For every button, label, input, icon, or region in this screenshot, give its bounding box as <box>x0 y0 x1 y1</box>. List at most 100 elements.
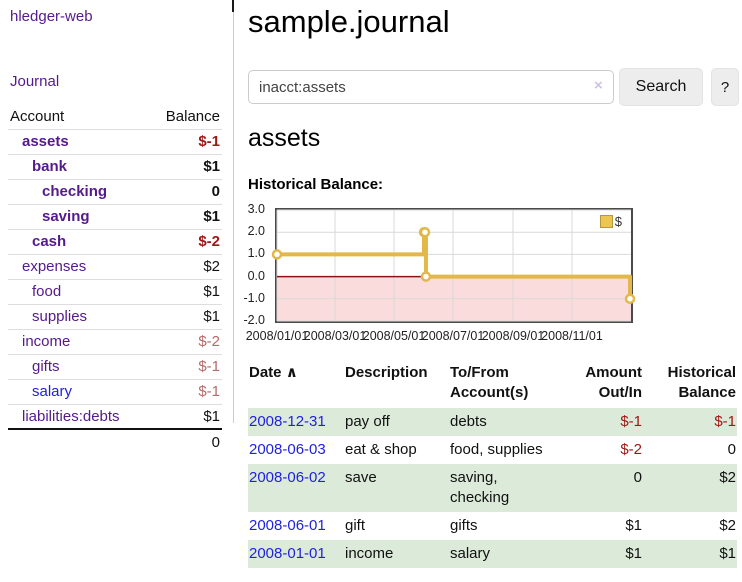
y-axis-tick-label: -2.0 <box>243 313 265 327</box>
y-axis-tick-label: 0.0 <box>247 268 265 283</box>
transaction-balance: $2 <box>719 517 736 534</box>
transaction-balance: $1 <box>719 545 736 562</box>
help-button[interactable]: ? <box>711 68 739 106</box>
search-button[interactable]: Search <box>619 68 703 106</box>
x-axis-tick-label: 2008/01/01 <box>245 329 309 343</box>
register-row: 2008-01-01 income salary $1 $1 <box>248 540 737 568</box>
y-axis-tick-label: 3.0 <box>247 202 265 216</box>
y-axis-tick-label: 1.0 <box>247 246 265 261</box>
transaction-description: gift <box>345 517 366 534</box>
transaction-balance: $-1 <box>714 413 736 430</box>
sidebar: hledger-web Journal Account Balance asse… <box>0 0 233 582</box>
y-axis-tick-label: 2.0 <box>247 224 265 239</box>
transaction-accounts: debts <box>450 413 487 430</box>
sort-ascending-icon: ∧ <box>285 364 298 381</box>
transaction-accounts: gifts <box>450 517 478 534</box>
account-link-supplies[interactable]: supplies <box>32 308 88 325</box>
page-title: sample.journal <box>248 4 450 39</box>
account-row-cash: cash $-2 <box>8 229 222 255</box>
transaction-amount: $1 <box>625 517 642 534</box>
account-balance-table: Account Balance assets $-1 bank $1 check… <box>8 104 222 454</box>
account-row-food: food $1 <box>8 279 222 305</box>
app-title-link[interactable]: hledger-web <box>10 8 93 25</box>
historical-balance-chart: 3.0 2.0 1.0 0.0 -1.0 -2.0 2008/01/01 2008/03/0… <box>243 202 636 343</box>
account-row-gifts: gifts $-1 <box>8 354 222 380</box>
account-link-checking[interactable]: checking <box>42 183 108 200</box>
x-axis-tick-label: 2008/05/01 <box>362 329 426 343</box>
x-axis-tick-label: 2008/09/01 <box>481 329 545 343</box>
transaction-balance: 0 <box>727 441 736 458</box>
register-header-row: Date ∧ Description To/From Account(s) Am… <box>248 360 737 408</box>
legend-swatch-icon <box>599 215 613 228</box>
account-link-salary[interactable]: salary <box>32 383 73 400</box>
transaction-description: eat & shop <box>345 441 417 458</box>
register-header-description: Description <box>345 364 428 381</box>
x-axis-tick-label: 2008/03/01 <box>303 329 367 343</box>
account-total-value: 0 <box>211 433 220 451</box>
transaction-description: pay off <box>345 413 390 430</box>
account-row-income: income $-2 <box>8 329 222 355</box>
transaction-accounts: saving, checking <box>450 469 510 506</box>
account-balance: $-2 <box>149 229 222 255</box>
clear-search-icon[interactable]: × <box>594 77 603 94</box>
sidebar-divider-top <box>232 0 234 12</box>
register-row: 2008-06-02 save saving, checking 0 $2 <box>248 464 737 512</box>
account-balance: $1 <box>149 279 222 305</box>
transaction-date-link[interactable]: 2008-06-02 <box>249 469 326 486</box>
legend-label: $ <box>614 214 622 229</box>
account-table-header: Account Balance <box>8 104 222 130</box>
register-row: 2008-12-31 pay off debts $-1 $-1 <box>248 408 737 436</box>
register-header-accounts: To/From Account(s) <box>450 364 529 401</box>
account-row-checking: checking 0 <box>8 179 222 205</box>
transaction-amount: 0 <box>633 469 642 486</box>
account-row-salary: salary $-1 <box>8 379 222 405</box>
transaction-description: income <box>345 545 394 562</box>
transaction-date-link[interactable]: 2008-12-31 <box>249 413 326 430</box>
transaction-description: save <box>345 469 377 486</box>
transaction-amount: $-2 <box>620 441 642 458</box>
account-link-cash[interactable]: cash <box>32 233 67 250</box>
account-balance: $1 <box>149 304 222 330</box>
register-row: 2008-06-01 gift gifts $1 $2 <box>248 512 737 540</box>
transaction-amount: $1 <box>625 545 642 562</box>
account-balance: 0 <box>149 179 222 205</box>
register-header-date[interactable]: Date ∧ <box>249 364 298 381</box>
transaction-accounts: food, supplies <box>450 441 543 458</box>
search-input[interactable] <box>248 70 614 104</box>
chart-title-label: Historical Balance: <box>248 176 384 193</box>
sidebar-item-journal[interactable]: Journal <box>10 73 60 90</box>
account-balance: $-1 <box>149 379 222 405</box>
account-link-assets[interactable]: assets <box>22 133 69 150</box>
account-link-bank[interactable]: bank <box>32 158 68 175</box>
account-link-expenses[interactable]: expenses <box>22 258 87 275</box>
transaction-balance: $2 <box>719 469 736 486</box>
account-row-expenses: expenses $2 <box>8 254 222 280</box>
account-row-assets: assets $-1 <box>8 129 222 155</box>
account-heading: assets <box>248 124 321 152</box>
account-total-row: 0 <box>8 429 222 454</box>
register-header-amount: Amount Out/In <box>585 364 642 401</box>
account-balance: $1 <box>149 404 222 430</box>
account-row-bank: bank $1 <box>8 154 222 180</box>
account-balance: $-1 <box>149 354 222 380</box>
account-link-gifts[interactable]: gifts <box>32 358 60 375</box>
account-row-saving: saving $1 <box>8 204 222 230</box>
x-axis-tick-label: 2008/11/01 <box>541 329 603 343</box>
register-header-balance: Historical Balance <box>667 364 736 401</box>
transaction-amount: $-1 <box>620 413 642 430</box>
transaction-date-link[interactable]: 2008-01-01 <box>249 545 326 562</box>
account-link-food[interactable]: food <box>32 283 62 300</box>
account-link-liabilities-debts[interactable]: liabilities:debts <box>22 407 120 425</box>
x-axis-tick-label: 2008/07/01 <box>421 329 485 343</box>
account-balance: $1 <box>149 204 222 230</box>
balance-column-header: Balance <box>149 104 222 130</box>
account-balance: $2 <box>149 254 222 280</box>
transaction-date-link[interactable]: 2008-06-03 <box>249 441 326 458</box>
register-row: 2008-06-03 eat & shop food, supplies $-2… <box>248 436 737 464</box>
account-column-header: Account <box>8 104 150 130</box>
account-row-supplies: supplies $1 <box>8 304 222 330</box>
account-balance: $-2 <box>149 329 222 355</box>
account-link-income[interactable]: income <box>22 333 71 350</box>
transaction-date-link[interactable]: 2008-06-01 <box>249 517 326 534</box>
account-link-saving[interactable]: saving <box>42 208 90 225</box>
